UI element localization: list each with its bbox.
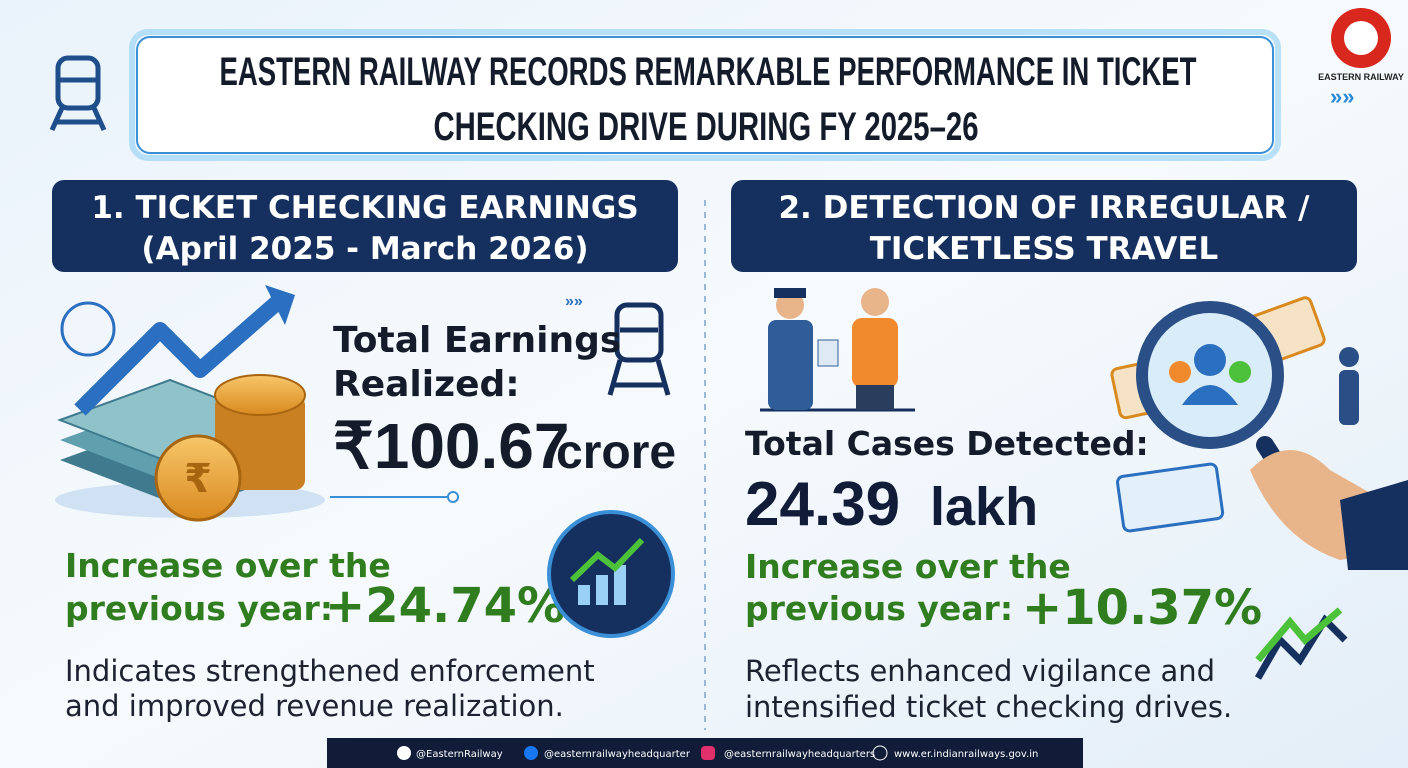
- footer-link[interactable]: @EasternRailway: [416, 749, 503, 760]
- section-heading: 1. TICKET CHECKING EARNINGS: [91, 190, 638, 226]
- title-box: [136, 36, 1274, 154]
- metric-label: Realized:: [333, 364, 520, 405]
- section-heading: 2. DETECTION OF IRREGULAR /: [778, 190, 1310, 226]
- web-icon: [872, 745, 888, 761]
- metric-label: Total Cases Detected:: [745, 424, 1149, 463]
- title-glow: [129, 29, 1281, 161]
- chevrons: »»: [565, 293, 583, 310]
- growth-badge: [547, 510, 675, 638]
- footer-link[interactable]: @easternrailwayheadquarters: [724, 749, 875, 760]
- increase-label: previous year:: [745, 589, 1013, 628]
- note: and improved revenue realization.: [65, 689, 564, 723]
- money-illustration: ₹: [55, 285, 325, 522]
- train-icon: [49, 55, 107, 132]
- magnifier-illustration: [1110, 296, 1408, 570]
- note: Reflects enhanced vigilance and: [745, 654, 1215, 688]
- metric-label: Total Earnings: [333, 320, 621, 361]
- officer-illustration: [760, 288, 915, 412]
- footer-link[interactable]: @easternrailwayheadquarter: [544, 749, 691, 760]
- footer-link[interactable]: www.er.indianrailways.gov.in: [894, 749, 1038, 760]
- note: intensified ticket checking drives.: [745, 690, 1232, 724]
- train-icon: [607, 302, 671, 396]
- metric-value: 24.39: [745, 470, 900, 539]
- logo-label: EASTERN RAILWAY: [1318, 72, 1404, 82]
- title-line: EASTERN RAILWAY RECORDS REMARKABLE PERFO…: [220, 50, 1197, 94]
- svg-text:₹: ₹: [184, 456, 212, 502]
- metric-unit: lakh: [930, 477, 1038, 537]
- facebook-icon: [524, 746, 538, 760]
- instagram-icon: [701, 746, 715, 760]
- x-icon: [397, 746, 411, 760]
- increase-label: Increase over the: [65, 546, 391, 585]
- note: Indicates strengthened enforcement: [65, 654, 595, 688]
- section-heading: (April 2025 - March 2026): [141, 231, 588, 267]
- chevrons: »»: [1330, 84, 1354, 109]
- increase-label: Increase over the: [745, 547, 1071, 586]
- metric-value: ₹100.67: [333, 410, 569, 482]
- logo-inner: [1344, 21, 1378, 55]
- section-header: [731, 180, 1357, 272]
- section-heading: TICKETLESS TRAVEL: [870, 231, 1219, 267]
- increase-value: +24.74%: [325, 578, 565, 634]
- growth-icon: [1254, 607, 1348, 680]
- increase-label: previous year:: [65, 589, 333, 628]
- metric-unit: crore: [556, 426, 676, 479]
- section-header: [52, 180, 678, 272]
- accent-dot: [447, 491, 459, 503]
- title-line: CHECKING DRIVE DURING FY 2025–26: [434, 105, 979, 149]
- increase-value: +10.37%: [1022, 580, 1262, 636]
